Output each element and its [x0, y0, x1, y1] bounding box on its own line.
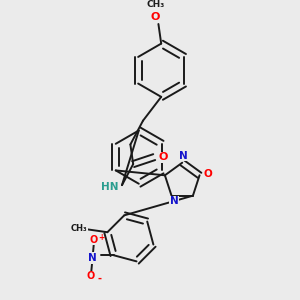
Text: N: N: [170, 196, 179, 206]
Text: CH₃: CH₃: [146, 0, 165, 9]
Text: O: O: [151, 12, 160, 22]
Text: O: O: [158, 152, 168, 162]
Text: HN: HN: [100, 182, 118, 191]
Text: O: O: [87, 271, 95, 281]
Text: CH₃: CH₃: [71, 224, 88, 232]
Text: O: O: [90, 235, 98, 245]
Text: O: O: [204, 169, 212, 179]
Text: -: -: [98, 274, 101, 284]
Text: N: N: [179, 151, 188, 161]
Text: +: +: [98, 232, 104, 242]
Text: N: N: [88, 253, 97, 263]
